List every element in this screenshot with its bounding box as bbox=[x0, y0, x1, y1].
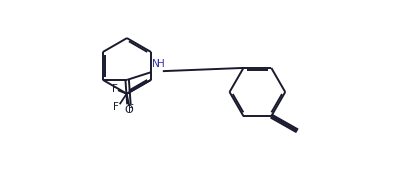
Text: F: F bbox=[113, 102, 119, 112]
Text: O: O bbox=[125, 105, 133, 115]
Text: H: H bbox=[157, 58, 165, 69]
Text: N: N bbox=[152, 58, 160, 69]
Text: F: F bbox=[112, 84, 118, 94]
Text: F: F bbox=[128, 104, 134, 114]
